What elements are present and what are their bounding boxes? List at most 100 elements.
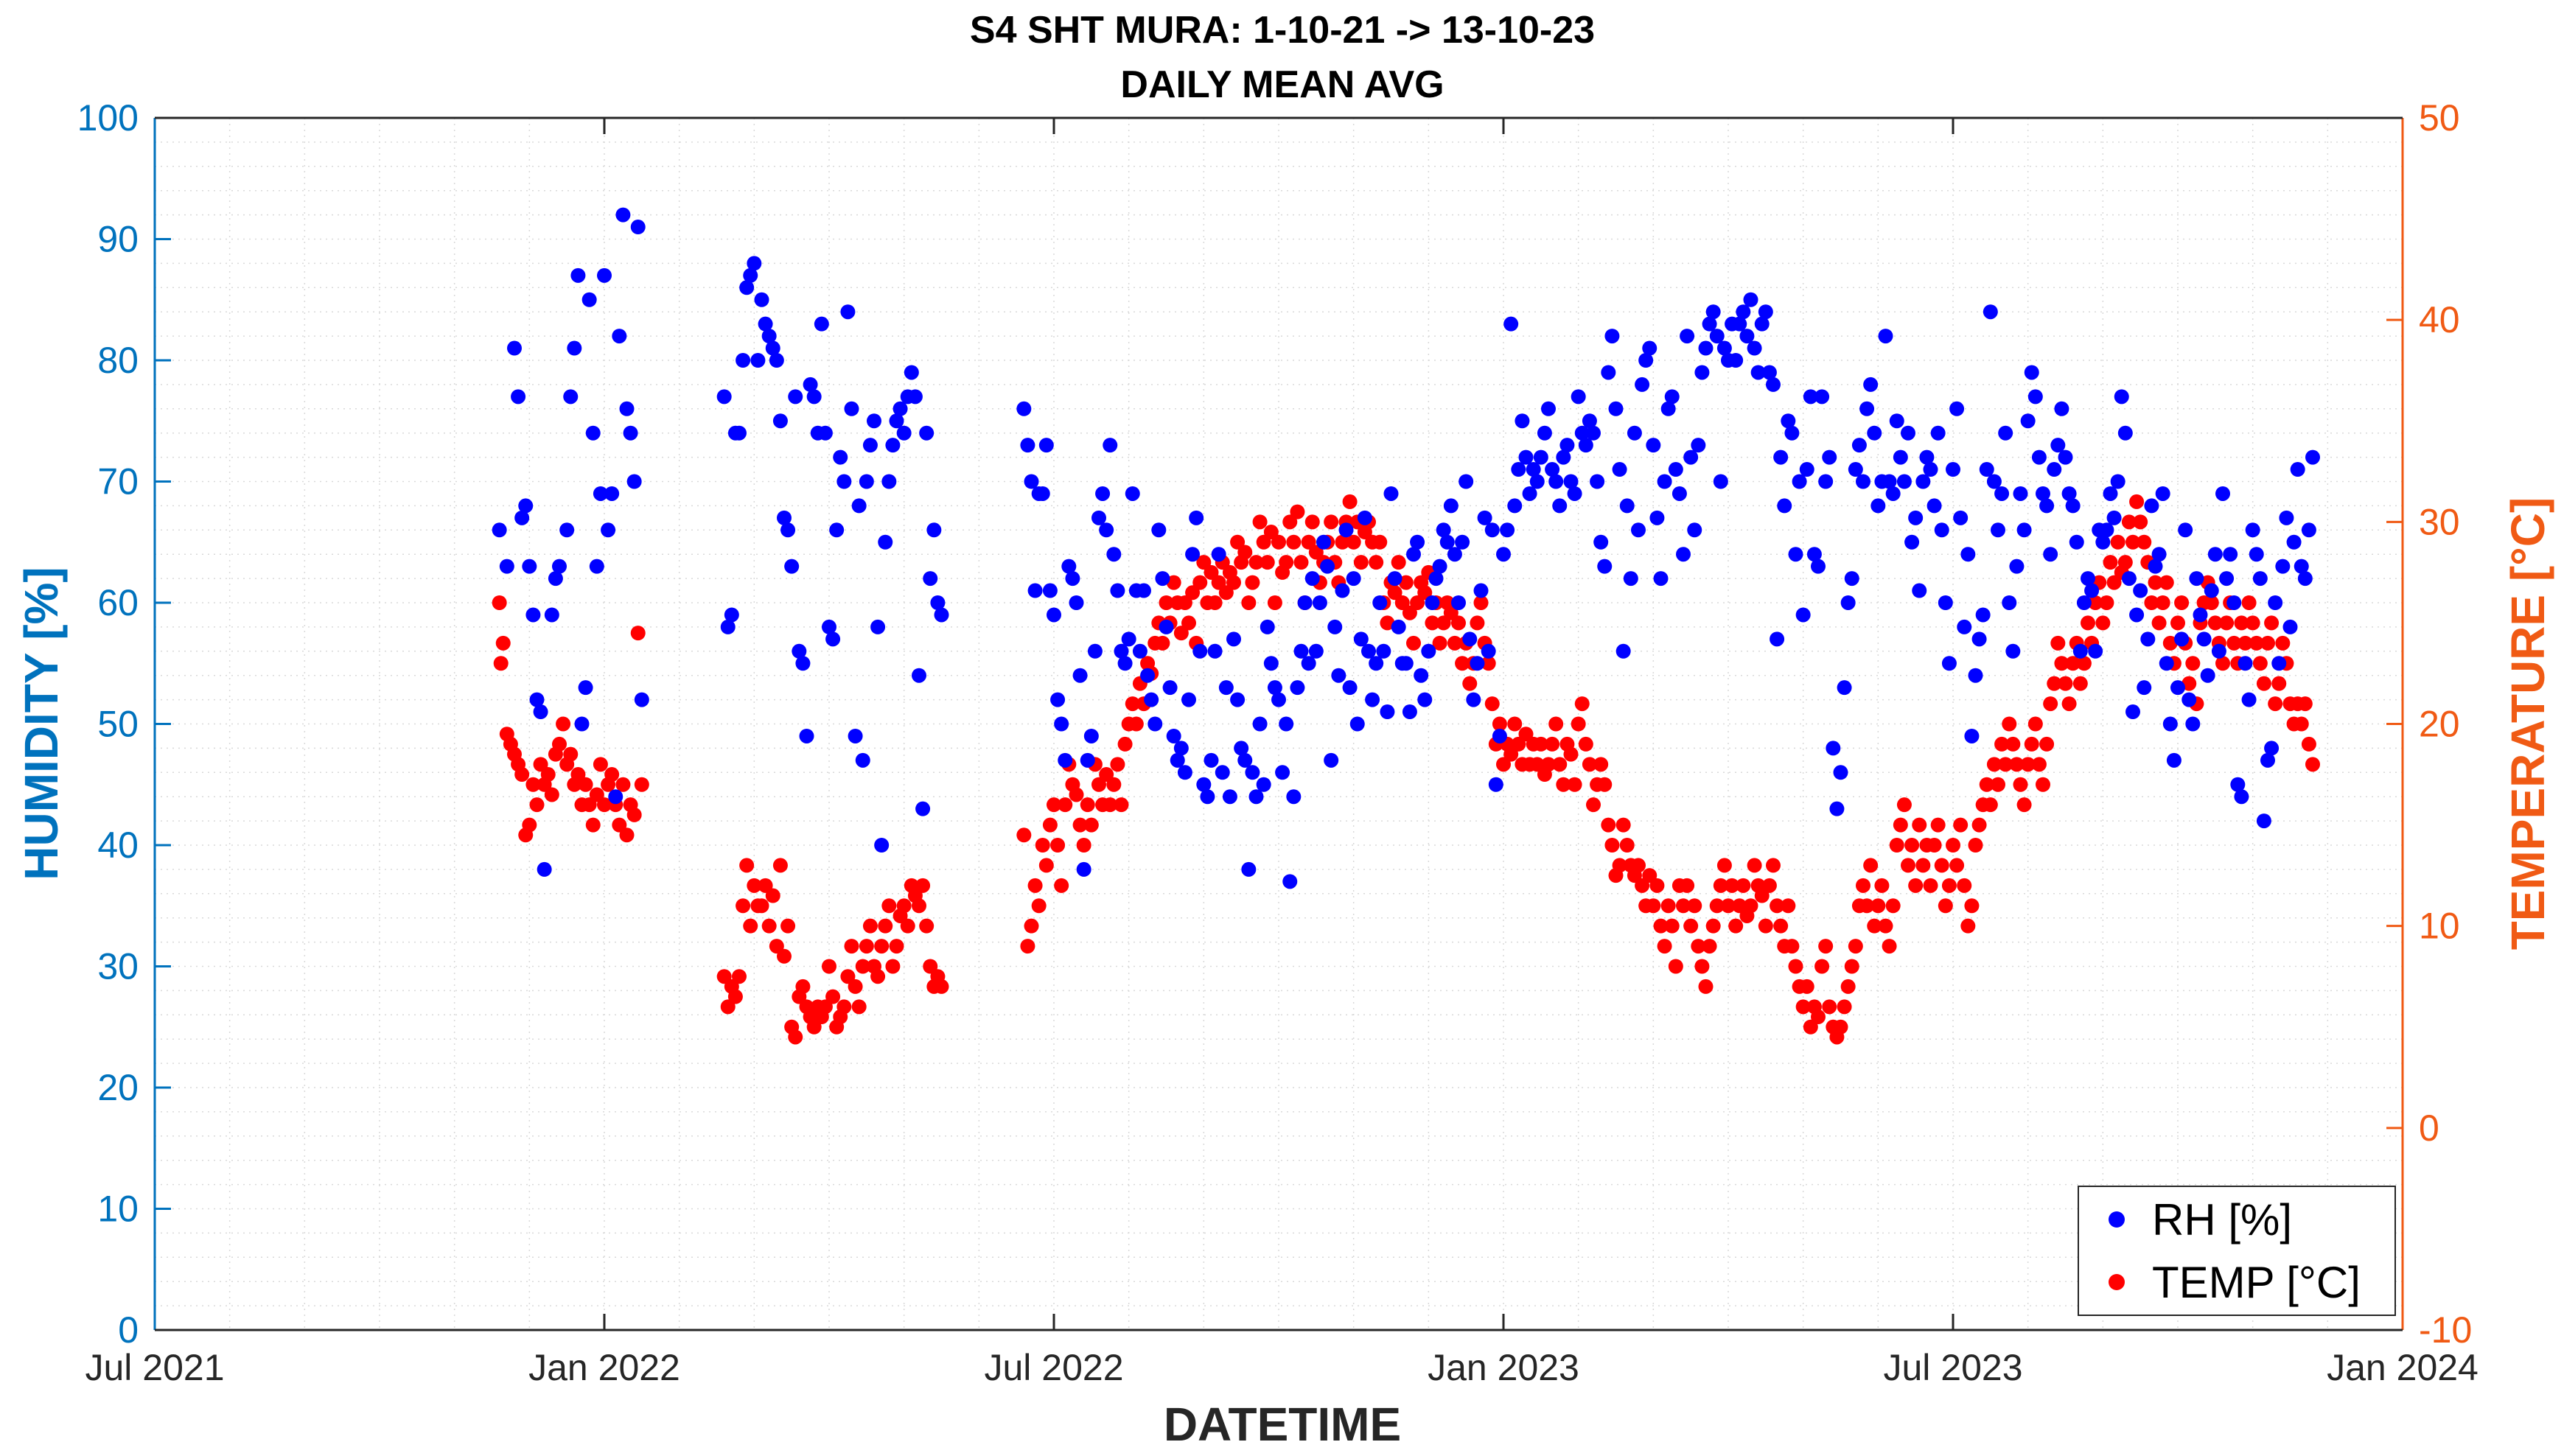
temp-point — [851, 999, 867, 1015]
temp-point — [1529, 757, 1545, 772]
rh-point — [1391, 619, 1406, 634]
temp-point — [2054, 656, 2069, 671]
temp-point — [492, 595, 507, 610]
temp-point — [1818, 939, 1834, 954]
rh-point — [1716, 340, 1732, 356]
x-tick-label: Jan 2023 — [1428, 1347, 1579, 1388]
rh-point — [2076, 595, 2092, 610]
temp-point — [1410, 595, 1425, 610]
rh-point — [1331, 668, 1346, 683]
rh-point — [1826, 741, 1841, 756]
temp-point — [522, 817, 537, 833]
temp-point — [1991, 777, 2005, 792]
temp-point — [754, 898, 769, 914]
rh-point — [2249, 547, 2264, 562]
rh-point — [1125, 486, 1140, 501]
temp-point — [1642, 868, 1657, 883]
temp-point — [2027, 716, 2043, 732]
rh-point — [1680, 329, 1695, 344]
temp-point — [1106, 777, 1122, 792]
temp-point — [1631, 858, 1646, 873]
rh-point — [1705, 304, 1721, 320]
temp-point — [1451, 615, 1466, 631]
rh-point — [1615, 643, 1631, 659]
temp-point — [2047, 676, 2062, 691]
rh-point — [736, 353, 751, 368]
temp-point — [1069, 787, 1084, 802]
rh-point — [1327, 619, 1343, 634]
temp-point — [1533, 736, 1548, 752]
temp-point — [2268, 696, 2283, 712]
rh-point — [1361, 643, 1376, 659]
rh-point — [1777, 498, 1792, 514]
rh-point — [1308, 643, 1324, 659]
temp-point — [806, 1019, 822, 1035]
rh-point — [747, 256, 762, 271]
rh-point — [1946, 462, 1960, 477]
rh-point — [559, 522, 575, 538]
rh-point — [1286, 789, 1302, 805]
temp-point — [2256, 676, 2271, 691]
rh-point — [2020, 413, 2036, 429]
rh-point — [1050, 692, 1066, 707]
temp-point — [1893, 817, 1908, 833]
rh-point — [2065, 498, 2081, 514]
temp-point — [1218, 585, 1234, 601]
rh-point — [1604, 329, 1620, 344]
temp-point — [2305, 757, 2320, 772]
rh-point — [803, 377, 818, 392]
rh-point — [1132, 643, 1147, 659]
temp-point — [2294, 716, 2309, 732]
rh-point — [1218, 680, 1234, 696]
temp-point — [915, 878, 931, 893]
rh-point — [1683, 449, 1699, 465]
temp-point — [1998, 757, 2013, 772]
rh-point — [1304, 571, 1320, 587]
rh-point — [1657, 474, 1672, 489]
temp-point — [769, 939, 784, 954]
temp-point — [1080, 797, 1095, 813]
temp-point — [2058, 676, 2073, 691]
left-tick-label: 60 — [97, 582, 139, 623]
rh-point — [1736, 304, 1751, 320]
rh-point — [1908, 510, 1924, 525]
rh-point — [1792, 474, 1807, 489]
rh-point — [1376, 643, 1391, 659]
right-tick-label: 0 — [2419, 1107, 2439, 1149]
temp-point — [1447, 635, 1462, 651]
rh-point — [2099, 522, 2114, 538]
temp-point — [1054, 878, 1069, 893]
rh-point — [799, 728, 814, 743]
temp-point — [1691, 939, 1706, 954]
temp-point — [1840, 979, 1856, 994]
legend-label-temp: TEMP [°C] — [2152, 1258, 2361, 1307]
rh-point — [1803, 389, 1818, 405]
temp-point — [1470, 615, 1485, 631]
rh-point — [2084, 583, 2100, 598]
rh-point — [1818, 474, 1834, 489]
rh-point — [885, 438, 901, 453]
rh-point — [2264, 741, 2280, 756]
temp-point — [1207, 595, 1223, 610]
temp-point — [1732, 898, 1747, 914]
temp-point — [2125, 534, 2140, 550]
rh-point — [2204, 583, 2219, 598]
temp-point — [1901, 858, 1915, 873]
left-tick-label: 20 — [97, 1067, 139, 1108]
rh-point — [907, 389, 923, 405]
temp-point — [514, 767, 530, 783]
temp-point — [1511, 736, 1526, 752]
rh-point — [2193, 607, 2208, 623]
temp-point — [1964, 898, 1980, 914]
rh-point — [2200, 668, 2215, 683]
right-tick-label: -10 — [2419, 1309, 2472, 1351]
temp-point — [581, 797, 597, 813]
rh-point — [840, 304, 856, 320]
temp-point — [1814, 959, 1830, 974]
rh-point — [1047, 607, 1061, 623]
temp-point — [1848, 939, 1863, 954]
temp-point — [2162, 635, 2178, 651]
rh-point — [1200, 789, 1215, 805]
rh-point — [2151, 547, 2167, 562]
